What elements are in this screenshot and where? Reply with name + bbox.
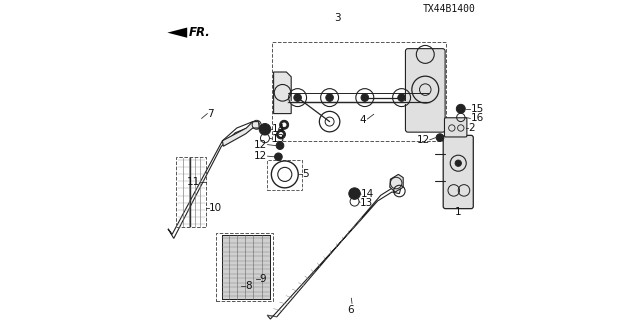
Text: 3: 3 <box>334 12 341 23</box>
Circle shape <box>279 132 283 136</box>
Text: 11: 11 <box>187 177 200 188</box>
Circle shape <box>361 94 369 101</box>
Text: 1: 1 <box>455 207 461 217</box>
Circle shape <box>455 160 461 166</box>
Text: 12: 12 <box>254 151 268 161</box>
Text: 8: 8 <box>245 281 252 292</box>
Polygon shape <box>222 235 270 299</box>
FancyBboxPatch shape <box>443 135 474 209</box>
Circle shape <box>349 188 360 199</box>
Polygon shape <box>223 122 259 146</box>
FancyBboxPatch shape <box>445 118 467 137</box>
Bar <box>268 160 302 190</box>
Polygon shape <box>274 72 291 114</box>
Circle shape <box>282 123 286 127</box>
Polygon shape <box>168 28 187 38</box>
Circle shape <box>280 120 289 129</box>
Text: 15: 15 <box>470 104 484 114</box>
Circle shape <box>398 94 406 101</box>
Circle shape <box>436 134 444 141</box>
Circle shape <box>276 142 284 149</box>
Text: FR.: FR. <box>189 26 211 39</box>
Text: 16: 16 <box>470 113 484 124</box>
Circle shape <box>275 153 282 161</box>
Bar <box>216 233 273 301</box>
Circle shape <box>276 130 285 139</box>
Circle shape <box>456 104 465 113</box>
Text: 12: 12 <box>254 140 268 150</box>
FancyBboxPatch shape <box>406 49 445 132</box>
Text: 10: 10 <box>209 203 222 213</box>
Text: 9: 9 <box>260 274 266 284</box>
Bar <box>272 42 447 141</box>
Text: 4: 4 <box>360 115 366 125</box>
Text: 5: 5 <box>302 169 309 180</box>
Circle shape <box>326 94 333 101</box>
Circle shape <box>259 124 271 135</box>
Text: 7: 7 <box>207 108 214 119</box>
Text: TX44B1400: TX44B1400 <box>422 4 475 14</box>
Circle shape <box>294 94 301 101</box>
Text: 12: 12 <box>417 135 430 145</box>
Text: 2: 2 <box>468 123 474 133</box>
Text: 6: 6 <box>348 305 355 315</box>
Polygon shape <box>390 174 403 192</box>
Text: 13: 13 <box>360 197 373 208</box>
Text: 13: 13 <box>272 134 285 144</box>
Text: 14: 14 <box>361 189 374 199</box>
Text: 14: 14 <box>272 124 285 134</box>
